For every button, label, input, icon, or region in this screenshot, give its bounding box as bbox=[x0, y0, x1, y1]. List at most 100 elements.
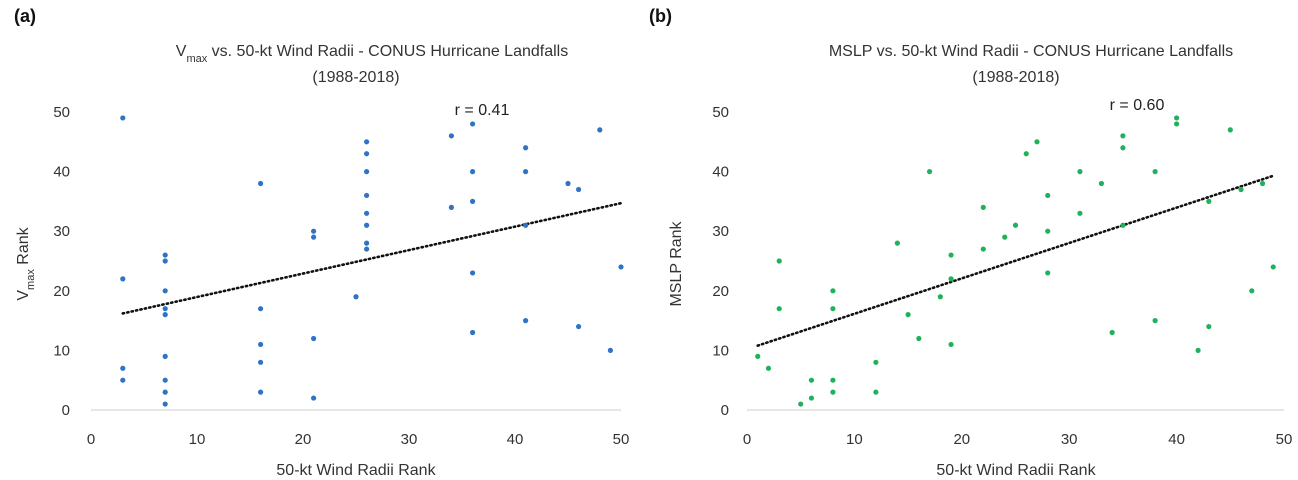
data-point-b-0-45 bbox=[1238, 186, 1244, 193]
data-point-a-0-41 bbox=[523, 318, 529, 324]
x-tick-label-b-20: 20 bbox=[953, 431, 970, 448]
data-point-b-0-9 bbox=[830, 377, 836, 383]
data-point-a-0-36 bbox=[470, 270, 476, 276]
chart-a-axes: 0 10 20 30 40 50 0 10 20 30 40 50 bbox=[53, 104, 629, 448]
data-point-b-0-30 bbox=[1077, 169, 1083, 175]
data-point-b-0-13 bbox=[894, 240, 900, 246]
panel-label-a: (a) bbox=[14, 6, 36, 26]
data-point-a-0-33 bbox=[470, 121, 476, 127]
data-point-a-0-9 bbox=[162, 353, 168, 359]
data-point-b-0-22 bbox=[980, 246, 986, 252]
data-point-a-0-15 bbox=[258, 341, 264, 348]
chart-b-plot bbox=[755, 115, 1276, 407]
y-tick-label-b-0: 0 bbox=[721, 402, 729, 419]
data-point-b-0-29 bbox=[1045, 270, 1051, 276]
data-point-b-0-27 bbox=[1045, 192, 1051, 199]
data-point-b-0-19 bbox=[948, 276, 954, 282]
data-point-a-0-37 bbox=[470, 329, 476, 336]
y-tick-label-a-40: 40 bbox=[53, 164, 70, 181]
x-tick-label-b-50: 50 bbox=[1276, 431, 1293, 448]
data-point-a-0-22 bbox=[353, 294, 359, 300]
x-tick-label-a-40: 40 bbox=[507, 431, 524, 448]
trendline-a bbox=[121, 201, 623, 315]
data-point-b-0-6 bbox=[808, 395, 815, 401]
data-point-b-0-40 bbox=[1174, 121, 1180, 127]
data-point-b-0-21 bbox=[980, 204, 986, 210]
data-point-b-0-46 bbox=[1249, 288, 1255, 294]
y-axis-label-a: Vmax Rank bbox=[15, 226, 37, 300]
chart-title-a-line-1: Vmax vs. 50-kt Wind Radii - CONUS Hurric… bbox=[176, 43, 568, 65]
data-point-b-0-25 bbox=[1023, 151, 1029, 157]
panel-label-b: (b) bbox=[649, 6, 672, 26]
data-point-b-0-34 bbox=[1120, 133, 1126, 139]
chart-panel-a: (a) Vmax vs. 50-kt Wind Radii - CONUS Hu… bbox=[14, 6, 629, 479]
data-point-b-0-7 bbox=[830, 288, 836, 294]
data-point-a-0-32 bbox=[448, 204, 454, 210]
data-point-a-0-16 bbox=[258, 359, 264, 365]
data-point-b-0-23 bbox=[1002, 234, 1008, 240]
data-point-a-0-42 bbox=[565, 180, 571, 187]
y-tick-label-a-10: 10 bbox=[53, 342, 70, 359]
data-point-b-0-35 bbox=[1120, 145, 1126, 151]
data-point-a-0-6 bbox=[162, 288, 168, 294]
data-point-a-0-28 bbox=[364, 222, 370, 228]
data-point-b-0-31 bbox=[1077, 210, 1083, 216]
x-tick-label-a-10: 10 bbox=[189, 431, 206, 448]
data-point-b-0-17 bbox=[937, 294, 943, 300]
data-point-a-0-8 bbox=[162, 312, 168, 318]
y-tick-label-a-50: 50 bbox=[53, 104, 70, 121]
data-point-a-0-23 bbox=[364, 139, 370, 145]
data-point-b-0-0 bbox=[755, 353, 761, 359]
data-point-a-0-2 bbox=[120, 365, 126, 371]
data-point-b-0-12 bbox=[873, 389, 879, 395]
data-point-a-0-0 bbox=[120, 115, 126, 121]
correlation-annotation-a: r = 0.41 bbox=[455, 102, 510, 119]
data-point-a-0-3 bbox=[120, 377, 126, 383]
data-point-b-0-16 bbox=[926, 169, 933, 175]
x-tick-label-a-30: 30 bbox=[401, 431, 418, 448]
data-point-b-0-15 bbox=[916, 335, 922, 342]
data-point-b-0-41 bbox=[1195, 347, 1201, 353]
chart-b-axes: 0 10 20 30 40 50 0 10 20 30 40 50 bbox=[712, 104, 1292, 448]
data-point-b-0-11 bbox=[873, 359, 879, 365]
data-point-a-0-34 bbox=[470, 169, 476, 175]
data-point-a-0-40 bbox=[523, 222, 529, 228]
trendline-b bbox=[756, 174, 1275, 347]
data-point-b-0-4 bbox=[798, 401, 804, 407]
data-point-a-0-13 bbox=[258, 180, 264, 187]
y-tick-label-b-50: 50 bbox=[712, 104, 729, 121]
y-tick-label-a-20: 20 bbox=[53, 283, 70, 300]
y-tick-label-b-10: 10 bbox=[712, 342, 729, 359]
data-point-b-0-18 bbox=[948, 252, 954, 258]
data-point-a-0-24 bbox=[364, 151, 370, 157]
data-point-a-0-25 bbox=[364, 169, 370, 175]
data-point-a-0-35 bbox=[470, 198, 476, 204]
x-tick-label-a-50: 50 bbox=[613, 431, 630, 448]
chart-a-svg: (a) Vmax vs. 50-kt Wind Radii - CONUS Hu… bbox=[14, 6, 629, 479]
data-point-a-0-46 bbox=[607, 347, 614, 353]
data-point-a-0-7 bbox=[162, 306, 168, 312]
correlation-annotation-b: r = 0.60 bbox=[1110, 97, 1165, 114]
data-point-b-0-39 bbox=[1174, 115, 1180, 121]
data-point-a-0-26 bbox=[364, 192, 370, 199]
chart-title-b-line-1: MSLP vs. 50-kt Wind Radii - CONUS Hurric… bbox=[829, 43, 1233, 60]
data-point-b-0-33 bbox=[1109, 329, 1115, 336]
chart-b-svg: (b) MSLP vs. 50-kt Wind Radii - CONUS Hu… bbox=[649, 6, 1292, 479]
x-tick-label-b-40: 40 bbox=[1168, 431, 1185, 448]
chart-title-b-line-2: (1988-2018) bbox=[972, 69, 1059, 86]
y-axis-label-b: MSLP Rank bbox=[668, 220, 685, 306]
data-point-b-0-3 bbox=[776, 306, 782, 312]
data-point-a-0-27 bbox=[364, 210, 370, 216]
data-point-a-0-39 bbox=[523, 169, 529, 175]
data-point-a-0-31 bbox=[448, 133, 454, 139]
x-tick-label-a-0: 0 bbox=[87, 431, 95, 448]
data-point-a-0-29 bbox=[364, 240, 370, 246]
data-point-b-0-48 bbox=[1270, 264, 1276, 270]
x-tick-label-b-0: 0 bbox=[743, 431, 751, 448]
data-point-b-0-44 bbox=[1227, 127, 1233, 133]
data-point-b-0-47 bbox=[1259, 180, 1266, 187]
data-point-b-0-38 bbox=[1152, 318, 1158, 324]
data-point-a-0-4 bbox=[162, 252, 168, 258]
data-point-b-0-20 bbox=[948, 341, 954, 348]
